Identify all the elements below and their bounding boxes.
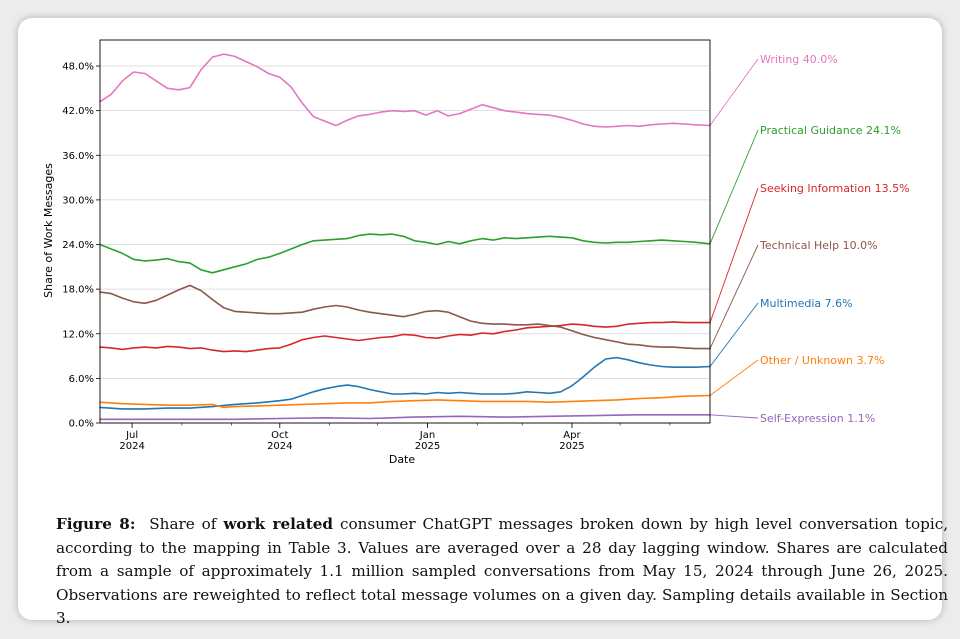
leader-line bbox=[709, 58, 759, 126]
figure-card: 0.0% 6.0% 12.0% 18.0% 24.0% 30.0% 36.0% 42.0% 48… bbox=[18, 18, 948, 627]
series-name: Writing bbox=[760, 53, 803, 66]
series-end-label: Self-Expression 1.1% bbox=[760, 412, 875, 425]
y-tick-label: 48.0% bbox=[62, 62, 94, 73]
y-tick-label: 36.0% bbox=[62, 151, 94, 162]
caption-text-bold: work related bbox=[223, 515, 334, 533]
caption-text-pre: Share of bbox=[149, 515, 217, 533]
x-tick-label-year: 2024 bbox=[119, 441, 144, 452]
line-chart: 0.0% 6.0% 12.0% 18.0% 24.0% 30.0% 36.0% 42.0% 48… bbox=[42, 39, 910, 466]
leader-line bbox=[709, 129, 759, 244]
series-end-label: Technical Help 10.0% bbox=[759, 239, 878, 252]
series-line-self-expression bbox=[99, 413, 711, 421]
x-tick-label-year: 2025 bbox=[415, 441, 440, 452]
caption-text-post: consumer ChatGPT messages broken down by… bbox=[56, 515, 949, 627]
y-tick-label: 42.0% bbox=[62, 106, 94, 117]
series-line-other-unknown bbox=[99, 394, 711, 409]
x-tick-label-month: Apr bbox=[563, 430, 581, 441]
series-line-technical-help bbox=[99, 284, 711, 350]
y-tick-label: 18.0% bbox=[62, 285, 94, 296]
series-name: Other / Unknown bbox=[760, 354, 857, 367]
leader-line bbox=[709, 359, 759, 396]
x-axis-title: Date bbox=[389, 453, 416, 466]
series-value: 10.0% bbox=[843, 239, 878, 252]
plot-frame bbox=[99, 39, 711, 424]
y-axis-title: Share of Work Messages bbox=[42, 163, 55, 298]
series-name: Seeking Information bbox=[760, 182, 875, 195]
series-end-label: Other / Unknown 3.7% bbox=[760, 354, 884, 367]
caption-label: Figure 8: bbox=[56, 515, 136, 533]
series-value: 3.7% bbox=[857, 354, 885, 367]
x-tick-label-month: Jul bbox=[125, 430, 138, 441]
x-tick-label-month: Jan bbox=[419, 430, 435, 441]
y-tick-label: 0.0% bbox=[69, 419, 94, 430]
series-value: 40.0% bbox=[803, 53, 838, 66]
y-tick-label: 6.0% bbox=[69, 374, 94, 385]
series-end-label: Multimedia 7.6% bbox=[760, 297, 853, 310]
series-name: Self-Expression bbox=[760, 412, 847, 425]
series-value: 24.1% bbox=[866, 124, 901, 137]
series-line-seeking-information bbox=[99, 321, 711, 353]
series-value: 13.5% bbox=[875, 182, 910, 195]
series-value: 7.6% bbox=[825, 297, 853, 310]
figure-caption: Figure 8: Share of work related consumer… bbox=[56, 513, 948, 631]
y-tick-label: 12.0% bbox=[62, 329, 94, 340]
x-tick-label-year: 2025 bbox=[559, 441, 584, 452]
series-line-writing bbox=[99, 53, 711, 128]
leader-line bbox=[709, 187, 759, 323]
series-end-label: Practical Guidance 24.1% bbox=[760, 124, 901, 137]
leader-line bbox=[709, 414, 759, 419]
series-name: Multimedia bbox=[760, 297, 825, 310]
series-end-label: Seeking Information 13.5% bbox=[760, 182, 910, 195]
series-line-practical-guidance bbox=[99, 233, 711, 274]
series-name: Technical Help bbox=[759, 239, 843, 252]
x-tick-label-year: 2024 bbox=[267, 441, 292, 452]
leader-line bbox=[709, 302, 759, 367]
x-tick-label-month: Oct bbox=[271, 430, 288, 441]
series-name: Practical Guidance bbox=[760, 124, 866, 137]
series-line-multimedia bbox=[99, 356, 711, 410]
y-tick-label: 24.0% bbox=[62, 240, 94, 251]
series-end-label: Writing 40.0% bbox=[760, 53, 838, 66]
leader-line bbox=[709, 244, 759, 349]
series-value: 1.1% bbox=[847, 412, 875, 425]
y-tick-label: 30.0% bbox=[62, 195, 94, 206]
